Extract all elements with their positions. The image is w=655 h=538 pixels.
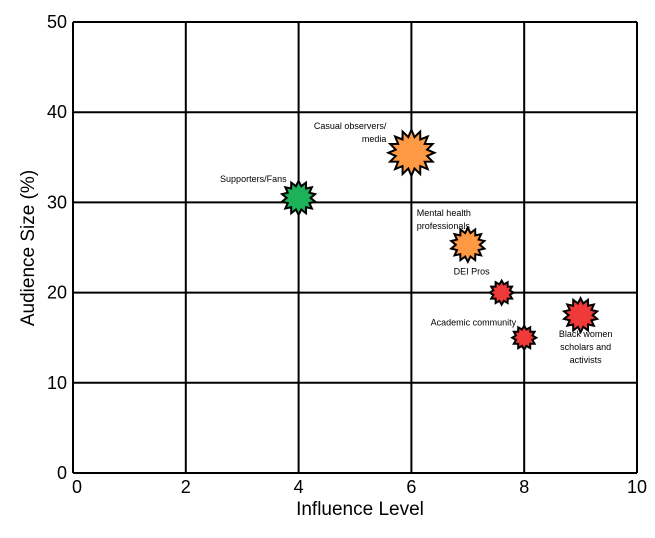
grid-lines [72,21,638,474]
data-point-label: Mental health professionals [417,208,471,231]
data-point-label-line: media [362,134,387,144]
data-point-label-line: Supporters/Fans [220,174,287,184]
data-point-label: Casual observers/media [314,121,387,144]
data-point-label: Academic community [431,318,517,328]
y-tick-label: 30 [47,192,67,212]
data-point-label-line: Academic community [431,318,517,328]
data-point-marker [561,295,600,335]
x-axis-title: Influence Level [296,499,424,520]
data-point-label: DEI Pros [454,267,491,277]
data-point-label: Supporters/Fans [220,174,287,184]
x-tick-label: 0 [72,477,82,497]
y-tick-label: 20 [47,283,67,303]
x-tick-label: 4 [294,477,304,497]
x-tick-label: 8 [519,477,529,497]
data-point-label: Black women scholars and activists [559,329,613,365]
x-tick-label: 2 [181,477,191,497]
data-point-label-line: activists [570,355,603,365]
y-tick-label: 10 [47,373,67,393]
x-axis-ticks: 0 2 4 6 8 10 [72,477,647,497]
data-point-label-line: scholars and [560,342,611,352]
x-tick-label: 10 [627,477,647,497]
y-tick-label: 0 [57,463,67,483]
y-axis-ticks: 0 10 20 30 40 50 [47,12,67,483]
data-point-label-line: DEI Pros [454,267,491,277]
data-point-marker [279,178,318,218]
data-point-marker [449,225,487,265]
y-tick-label: 50 [47,12,67,32]
data-point-marker [385,127,437,179]
y-tick-label: 40 [47,102,67,122]
y-axis-title: Audience Size (%) [18,170,39,326]
data-point-label-line: professionals [417,221,471,231]
data-point-marker [510,323,539,352]
x-tick-label: 6 [406,477,416,497]
data-point-marker [487,278,516,307]
data-point-label-line: Casual observers/ [314,121,387,131]
data-points: Supporters/Fans Casual observers/media Men… [220,121,612,365]
data-point-label-line: Mental health [417,208,471,218]
data-point-label-line: Black women [559,329,613,339]
